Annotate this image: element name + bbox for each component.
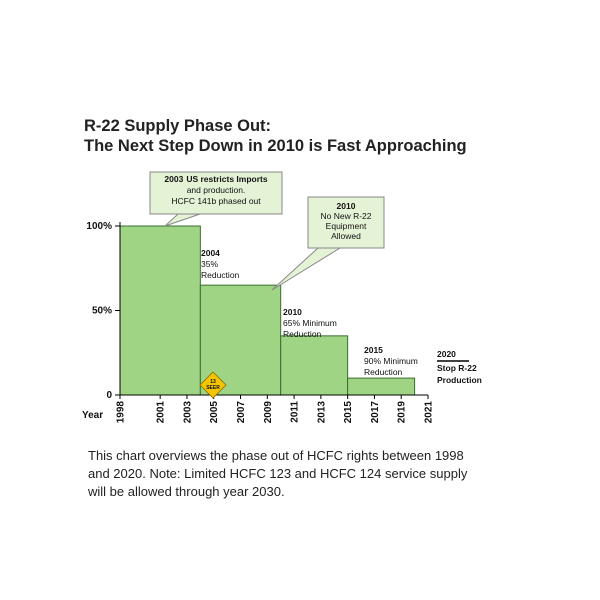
callout	[271, 196, 385, 291]
caption: and 2020. Note: Limited HCFC 123 and HCF…	[88, 466, 468, 481]
annotation-year: 2003	[164, 174, 183, 184]
y-tick-label: 100%	[86, 221, 112, 232]
annotation-text: No New R-22	[320, 211, 371, 221]
annotation-text: 35%	[201, 259, 218, 269]
annotation-text: Stop R-22	[437, 363, 477, 373]
annotation-text: and production.	[187, 185, 246, 195]
chart-subtitle: The Next Step Down in 2010 is Fast Appro…	[84, 137, 467, 155]
annotation-year: 2004	[201, 248, 220, 258]
annotation-text: Equipment	[326, 221, 367, 231]
annotation-text: Production	[437, 375, 482, 385]
annotation-year: 2015	[364, 345, 383, 355]
annotation-year: 2010	[283, 307, 302, 317]
bar	[119, 225, 201, 396]
annotation-text: Reduction	[201, 270, 240, 280]
x-tick-label: 2007	[236, 401, 247, 424]
annotation-text: 65% Minimum	[283, 318, 337, 328]
x-tick-label: 2005	[209, 401, 220, 424]
x-tick-label: 2015	[343, 401, 354, 424]
x-tick-label: 2017	[370, 401, 381, 424]
chart-title: R-22 Supply Phase Out:	[84, 117, 271, 135]
x-tick-label: 2011	[290, 401, 301, 423]
annotation-year: 2010	[337, 201, 356, 211]
x-tick-label: 2001	[156, 401, 167, 424]
caption: This chart overviews the phase out of HC…	[88, 448, 464, 463]
annotation-text: Reduction	[283, 329, 322, 339]
x-tick-label: 2019	[397, 401, 408, 424]
x-tick-label: 2009	[263, 401, 274, 424]
x-tick-label: 2013	[316, 401, 327, 424]
x-tick-label: 2021	[424, 401, 435, 424]
annotation-text: US restricts Imports	[186, 174, 268, 184]
annotation-text: HCFC 141b phased out	[171, 196, 261, 206]
badge	[199, 371, 227, 399]
badge-text: SEER	[206, 385, 220, 391]
annotation-year: 2020	[437, 349, 456, 359]
x-tick-label: 1998	[116, 401, 127, 424]
bar	[347, 377, 416, 396]
caption: will be allowed through year 2030.	[87, 484, 285, 499]
badge-text: 13	[210, 379, 216, 385]
bar	[280, 335, 349, 396]
x-tick-label: 2003	[182, 401, 193, 424]
annotation-text: 90% Minimum	[364, 356, 418, 366]
annotation-text: Reduction	[364, 367, 403, 377]
callout	[149, 171, 283, 227]
y-tick-label: 50%	[92, 306, 112, 317]
annotation-year: 2003 US restricts Imports	[164, 174, 267, 184]
annotation-text: Allowed	[331, 231, 361, 241]
y-tick-label: 0	[106, 390, 112, 401]
x-axis-label: Year	[82, 410, 103, 421]
